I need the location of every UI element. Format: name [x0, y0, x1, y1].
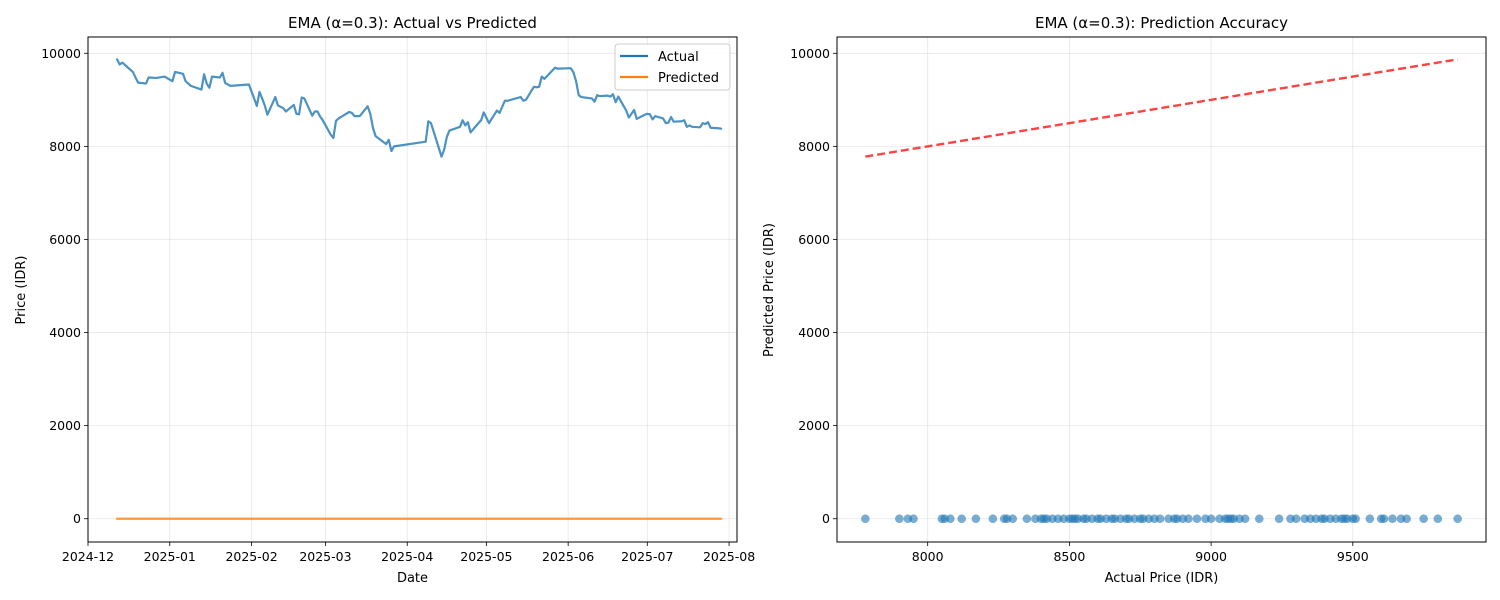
left-x-tick-label: 2025-04 — [381, 549, 433, 564]
right-y-tick-label: 2000 — [798, 418, 830, 433]
left-x-tick-label: 2025-03 — [299, 549, 351, 564]
left-series — [115, 58, 723, 520]
left-x-tick-label: 2025-05 — [460, 549, 512, 564]
left-y-tick-label: 4000 — [49, 325, 81, 340]
scatter-point — [1351, 514, 1360, 524]
left-x-tick-label: 2025-01 — [144, 549, 196, 564]
left-x-tick-label: 2025-07 — [621, 549, 673, 564]
scatter-point — [957, 514, 966, 524]
scatter-point — [1192, 514, 1202, 524]
left-x-axis-label: Date — [397, 571, 428, 586]
left-x-tick-label: 2024-12 — [62, 549, 114, 564]
scatter-point — [988, 514, 998, 524]
series-line-actual — [115, 58, 723, 158]
scatter-point — [1402, 514, 1411, 524]
right-y-tick-label: 4000 — [798, 325, 830, 340]
right-y-tick-label: 0 — [822, 511, 830, 526]
left-plot-frame — [87, 36, 738, 543]
right-x-ticks: 8000 8500 9000 9500 — [912, 542, 1369, 564]
right-y-tick-label: 8000 — [798, 139, 830, 154]
right-x-tick-label: 9000 — [1195, 549, 1227, 564]
scatter-point — [1365, 514, 1375, 524]
right-y-axis-label: Predicted Price (IDR) — [762, 223, 777, 357]
scatter-point — [1022, 514, 1032, 524]
left-x-tick-label: 2025-06 — [542, 549, 594, 564]
legend: Actual Predicted — [614, 43, 731, 91]
left-y-ticks: 0 2000 4000 6000 8000 10000 — [41, 46, 88, 526]
scatter-point — [1291, 514, 1301, 524]
right-scatter-chart: 8000 8500 9000 9500 0200040006000800010000 … — [762, 14, 1487, 586]
scatter-point — [1419, 514, 1428, 524]
left-x-tick-label: 2025-08 — [703, 549, 755, 564]
left-chart-title: EMA (α=0.3): Actual vs Predicted — [288, 14, 537, 32]
left-y-tick-label: 6000 — [49, 232, 81, 247]
scatter-point — [1184, 514, 1193, 524]
right-y-tick-label: 10000 — [790, 46, 830, 61]
left-y-tick-label: 0 — [73, 511, 81, 526]
right-plot-frame — [836, 36, 1487, 543]
scatter-point — [1254, 514, 1264, 524]
left-y-tick-label: 2000 — [49, 418, 81, 433]
right-y-tick-label: 6000 — [798, 232, 830, 247]
reference-line-dashed — [865, 58, 1458, 158]
left-line-chart: 2024-12 2025-01 2025-02 2025-03 2025-04 2025-… — [14, 14, 755, 586]
right-series — [861, 58, 1462, 524]
left-y-tick-label: 8000 — [49, 139, 81, 154]
scatter-point — [1240, 514, 1250, 524]
scatter-point — [1453, 514, 1462, 524]
legend-actual-label: Actual — [658, 50, 699, 65]
scatter-point — [971, 514, 981, 524]
scatter-point — [1008, 514, 1018, 524]
right-x-tick-label: 8500 — [1053, 549, 1085, 564]
scatter-point — [1379, 514, 1389, 524]
left-y-axis-label: Price (IDR) — [14, 256, 29, 325]
right-y-ticks: 0 2000 4000 6000 8000 10000 — [790, 46, 837, 526]
right-chart-title: EMA (α=0.3): Prediction Accuracy — [1035, 14, 1288, 32]
scatter-point — [1433, 514, 1443, 524]
scatter-point — [895, 514, 904, 524]
scatter-point — [909, 514, 918, 524]
scatter-point — [1388, 514, 1397, 524]
scatter-point — [1155, 514, 1165, 524]
left-x-ticks: 2024-12 2025-01 2025-02 2025-03 2025-04 2025-… — [62, 542, 755, 564]
scatter-point — [946, 514, 955, 524]
left-y-tick-label: 10000 — [41, 46, 81, 61]
right-x-axis-label: Actual Price (IDR) — [1105, 571, 1219, 586]
left-x-tick-label: 2025-02 — [225, 549, 277, 564]
right-x-tick-label: 9500 — [1337, 549, 1369, 564]
scatter-point — [1274, 514, 1284, 524]
scatter-point — [1206, 514, 1216, 524]
right-x-tick-label: 8000 — [912, 549, 944, 564]
legend-predicted-label: Predicted — [658, 71, 719, 86]
scatter-point — [861, 514, 870, 524]
